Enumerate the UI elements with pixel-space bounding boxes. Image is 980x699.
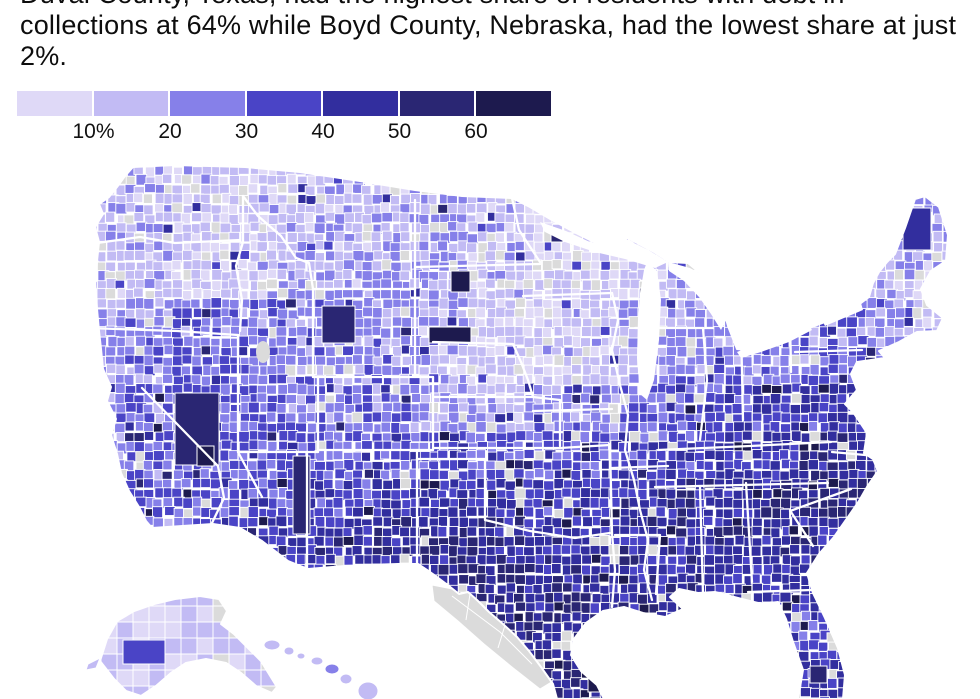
texas-duval-darkest bbox=[587, 651, 635, 693]
legend-swatches bbox=[17, 91, 551, 116]
florida-south-dark bbox=[809, 665, 828, 684]
legend-swatch-3 bbox=[246, 91, 321, 116]
nevada-darkest-county bbox=[196, 445, 215, 467]
south-dakota-dark-county bbox=[450, 270, 471, 293]
legend-tick-50: 50 bbox=[387, 120, 412, 143]
legend-swatch-1 bbox=[93, 91, 168, 116]
legend-tick-40: 40 bbox=[311, 120, 335, 143]
texas-big-bend-dark bbox=[359, 573, 413, 625]
legend-swatch-6 bbox=[476, 91, 551, 116]
legend-tick-30: 30 bbox=[234, 120, 259, 143]
legend-swatch-5 bbox=[399, 91, 474, 116]
great-salt-lake bbox=[256, 341, 270, 363]
legend-tick-20: 20 bbox=[158, 120, 182, 143]
arizona-apache-dark bbox=[292, 455, 311, 535]
chart-title: Duval County, Texas, had the highest sha… bbox=[20, 0, 957, 71]
alaska-southwest-medium bbox=[122, 639, 166, 665]
hawaii-islands bbox=[263, 639, 379, 699]
alaska-outline bbox=[99, 595, 278, 697]
state-borders bbox=[86, 194, 878, 609]
aleutians bbox=[85, 656, 101, 671]
us-outline bbox=[94, 164, 949, 699]
legend-tick-labels: 10% 20 30 40 50 60 bbox=[17, 120, 551, 146]
maine-north-dark bbox=[902, 207, 932, 251]
legend-swatch-2 bbox=[170, 91, 245, 116]
south-dakota-dark-pair bbox=[428, 326, 472, 344]
legend-swatch-0 bbox=[17, 91, 92, 116]
legend: 10% 20 30 40 50 60 bbox=[17, 91, 551, 146]
legend-tick-60: 60 bbox=[464, 120, 488, 143]
north-dakota-dark-county bbox=[546, 196, 575, 212]
legend-tick-10: 10% bbox=[72, 120, 115, 143]
legend-swatch-4 bbox=[323, 91, 398, 116]
wyoming-wind-river-dark bbox=[321, 305, 356, 344]
